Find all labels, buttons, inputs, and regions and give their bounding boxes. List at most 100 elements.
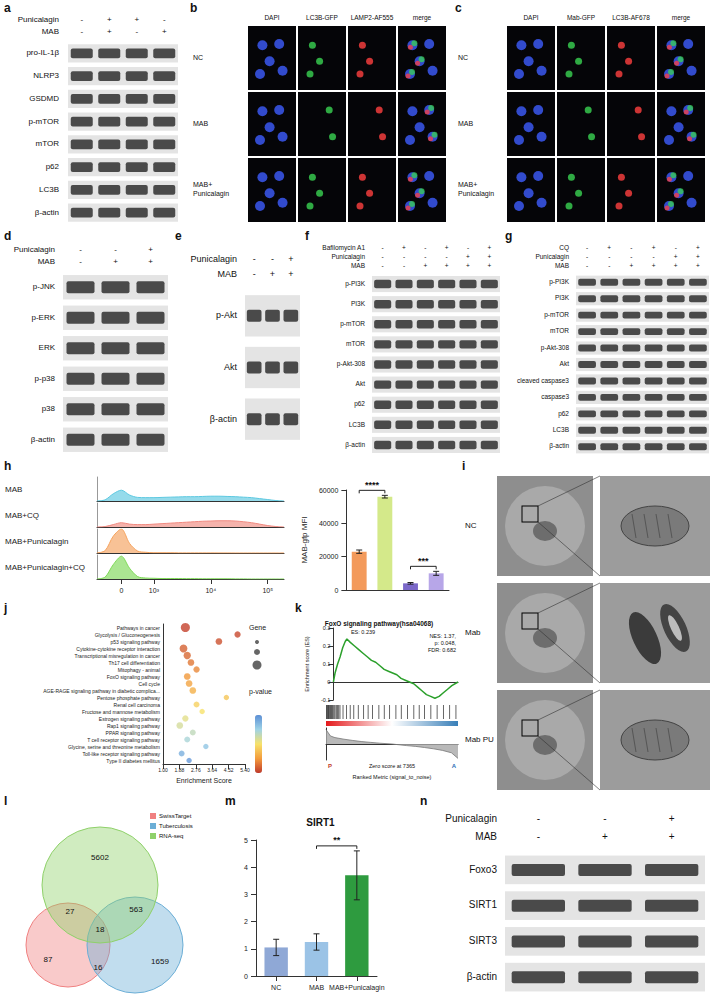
svg-text:60000: 60000 (319, 487, 339, 494)
svg-text:+: + (148, 245, 153, 254)
svg-text:MAB+Punicalagin+CQ: MAB+Punicalagin+CQ (5, 563, 85, 572)
svg-text:+: + (696, 244, 700, 251)
svg-text:P: P (328, 763, 332, 769)
svg-text:18: 18 (96, 925, 105, 934)
svg-text:0: 0 (119, 587, 123, 594)
svg-text:-: - (603, 813, 606, 824)
svg-text:+: + (162, 27, 167, 36)
svg-text:p-Akt-308: p-Akt-308 (541, 344, 570, 352)
svg-text:MAB: MAB (351, 262, 365, 269)
svg-text:Fructose and mannose metabolis: Fructose and mannose metabolism (82, 709, 160, 715)
svg-text:p-PI3K: p-PI3K (345, 280, 366, 288)
svg-text:+: + (270, 269, 275, 279)
svg-text:PI3K: PI3K (351, 300, 366, 307)
svg-text:+: + (696, 253, 700, 260)
svg-text:40000: 40000 (319, 520, 339, 527)
svg-text:p-JNK: p-JNK (33, 282, 56, 291)
svg-text:10⁴: 10⁴ (205, 587, 216, 594)
svg-text:-: - (652, 253, 654, 260)
svg-text:+: + (445, 262, 449, 269)
svg-text:Punicalagin: Punicalagin (18, 15, 59, 24)
svg-text:Punicalagin: Punicalagin (14, 245, 55, 254)
svg-text:+: + (674, 253, 678, 260)
svg-text:Punicalagin: Punicalagin (193, 190, 229, 198)
svg-text:MAB+CQ: MAB+CQ (5, 511, 39, 520)
svg-text:+: + (674, 262, 678, 269)
svg-text:SIRT1: SIRT1 (306, 817, 335, 828)
svg-text:-: - (675, 244, 677, 251)
svg-text:p-mTOR: p-mTOR (28, 117, 59, 126)
svg-text:m: m (225, 794, 236, 808)
svg-text:0: 0 (244, 973, 248, 980)
svg-text:-: - (80, 27, 83, 36)
svg-text:SwissTarget: SwissTarget (159, 813, 192, 819)
svg-text:87: 87 (44, 955, 53, 964)
svg-text:4: 4 (244, 864, 248, 871)
svg-text:MAB+Punicalagin: MAB+Punicalagin (5, 537, 68, 546)
svg-text:****: **** (365, 480, 380, 490)
svg-text:T cell receptor signaling path: T cell receptor signaling pathway (87, 737, 160, 743)
svg-text:-: - (382, 253, 384, 260)
svg-text:-: - (271, 254, 274, 264)
svg-text:Glycolysis / Gluconeogenesis: Glycolysis / Gluconeogenesis (95, 632, 161, 638)
svg-text:+: + (445, 244, 449, 251)
svg-text:Transcriptional misregulation: Transcriptional misregulation in cancer (75, 653, 161, 659)
svg-text:p62: p62 (558, 410, 569, 418)
svg-text:-: - (79, 257, 82, 266)
svg-text:MAB: MAB (555, 262, 569, 269)
svg-text:-: - (586, 244, 588, 251)
svg-text:0.2: 0.2 (323, 643, 331, 649)
svg-text:+: + (148, 257, 153, 266)
svg-text:MAB+: MAB+ (458, 181, 477, 188)
svg-text:5: 5 (244, 837, 248, 844)
svg-text:SIRT1: SIRT1 (469, 899, 498, 910)
svg-text:+: + (423, 262, 427, 269)
svg-text:pro-IL-1β: pro-IL-1β (26, 48, 59, 57)
svg-text:-: - (135, 27, 138, 36)
svg-text:Punicalagin: Punicalagin (331, 253, 365, 261)
svg-text:-: - (382, 262, 384, 269)
svg-text:Bafilomycin A1: Bafilomycin A1 (322, 244, 365, 252)
svg-text:MAB+: MAB+ (193, 181, 212, 188)
svg-text:0: 0 (327, 679, 330, 685)
svg-text:MAB: MAB (475, 831, 497, 842)
svg-text:GSDMD: GSDMD (29, 94, 59, 103)
svg-text:5602: 5602 (91, 853, 109, 862)
svg-text:+: + (487, 262, 491, 269)
svg-text:Zero score at 7365: Zero score at 7365 (369, 763, 415, 769)
svg-text:MAB: MAB (217, 269, 237, 279)
svg-text:ES: 0.239: ES: 0.239 (351, 629, 375, 635)
svg-text:MAB-gfp MFI: MAB-gfp MFI (300, 516, 309, 563)
svg-text:a: a (4, 1, 11, 15)
svg-text:+: + (652, 244, 656, 251)
svg-text:Mab PU: Mab PU (465, 735, 494, 744)
svg-text:Mitophagy - animal: Mitophagy - animal (118, 667, 160, 673)
svg-text:e: e (175, 229, 182, 243)
svg-text:-: - (253, 254, 256, 264)
svg-text:p-p38: p-p38 (35, 374, 56, 383)
svg-text:5.40: 5.40 (240, 767, 250, 773)
svg-text:MAB: MAB (5, 485, 22, 494)
svg-text:+: + (487, 244, 491, 251)
svg-text:caspase3: caspase3 (541, 393, 569, 401)
svg-text:FoxO signaling pathway(hsa0406: FoxO signaling pathway(hsa04068) (325, 620, 433, 628)
svg-text:β-actin: β-actin (35, 208, 59, 217)
svg-text:-: - (467, 244, 469, 251)
svg-text:β-actin: β-actin (467, 971, 497, 982)
svg-text:MAB: MAB (458, 120, 474, 127)
svg-text:+: + (113, 257, 118, 266)
svg-text:-: - (586, 262, 588, 269)
svg-text:1: 1 (244, 945, 248, 952)
svg-text:Mab-GFP: Mab-GFP (567, 14, 595, 21)
svg-text:DAPI: DAPI (523, 14, 538, 21)
svg-text:+: + (487, 253, 491, 260)
svg-text:c: c (455, 1, 462, 15)
svg-text:A: A (452, 763, 457, 769)
svg-text:1659: 1659 (151, 957, 169, 966)
svg-text:16: 16 (94, 963, 103, 972)
svg-text:2: 2 (244, 918, 248, 925)
svg-text:p-mTOR: p-mTOR (544, 311, 569, 319)
svg-text:MAB: MAB (309, 984, 325, 991)
svg-text:p-PI3K: p-PI3K (549, 278, 570, 286)
svg-text:-: - (446, 253, 448, 260)
